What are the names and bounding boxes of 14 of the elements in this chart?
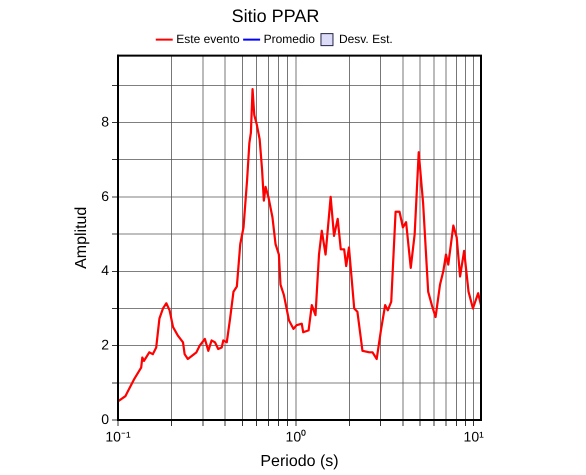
x-axis-title: Periodo (s): [260, 452, 339, 470]
y-tick-label: 4: [101, 262, 110, 278]
x-tick-label: 10¹: [464, 428, 484, 444]
y-tick-label: 8: [101, 113, 110, 130]
y-axis-title: Amplitud: [73, 206, 90, 269]
chart-title: Sitio PPAR: [232, 6, 320, 26]
legend-label: Este evento: [176, 32, 240, 46]
legend-label: Desv. Est.: [338, 32, 393, 46]
y-tick-label: 6: [101, 188, 110, 204]
y-tick-label: 0: [101, 410, 110, 427]
x-tick-label: 10⁻¹: [105, 428, 131, 444]
legend-label: Promedio: [264, 32, 316, 46]
y-tick-label: 2: [101, 336, 110, 352]
x-tick-label: 10⁰: [286, 428, 306, 444]
